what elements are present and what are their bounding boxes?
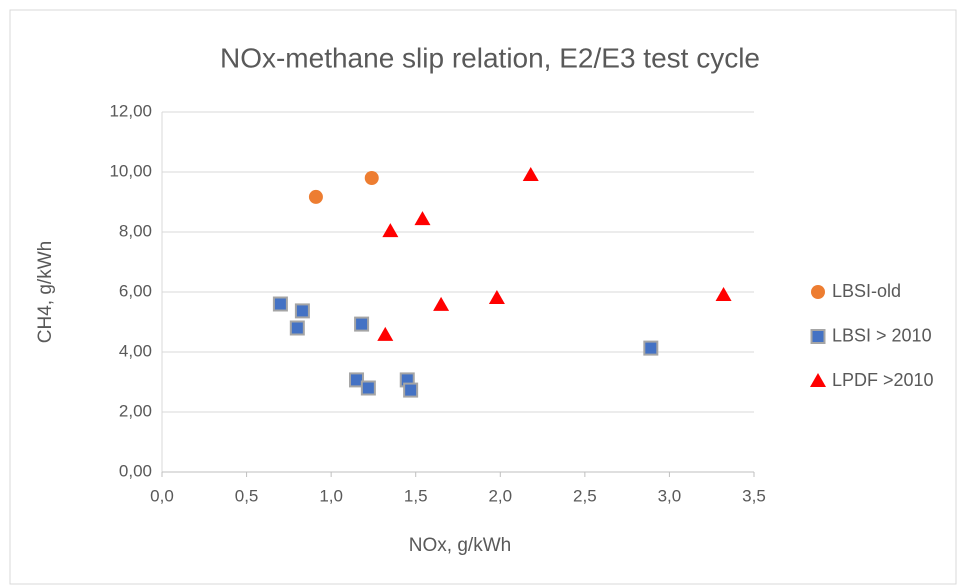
x-axis-label: NOx, g/kWh <box>409 535 511 556</box>
x-tick-label: 1,0 <box>319 486 343 505</box>
point <box>643 340 659 356</box>
point <box>382 223 399 238</box>
x-tick-label: 0,0 <box>150 486 174 505</box>
x-tick-label: 3,0 <box>658 486 682 505</box>
point <box>414 211 431 226</box>
y-tick-label: 12,00 <box>109 101 152 120</box>
point <box>433 296 450 311</box>
point <box>715 287 732 301</box>
x-tick-label: 2,5 <box>573 486 597 505</box>
legend-label: LPDF >2010 <box>832 370 934 390</box>
point <box>488 290 505 304</box>
x-tick-label: 3,5 <box>742 486 766 505</box>
point <box>354 316 370 332</box>
y-tick-label: 4,00 <box>119 341 152 360</box>
x-tick-label: 1,5 <box>404 486 428 505</box>
point <box>349 372 365 388</box>
point <box>308 189 323 204</box>
x-tick-label: 0,5 <box>235 486 259 505</box>
y-tick-label: 8,00 <box>119 221 152 240</box>
point <box>364 171 379 185</box>
legend-label: LBSI > 2010 <box>832 325 932 345</box>
legend-marker <box>811 285 825 299</box>
legend-label: LBSI-old <box>832 281 901 301</box>
point <box>294 303 310 319</box>
y-tick-label: 6,00 <box>119 281 152 300</box>
chart-border <box>9 9 957 585</box>
chart-title: NOx-methane slip relation, E2/E3 test cy… <box>220 42 760 73</box>
y-tick-label: 2,00 <box>119 401 152 420</box>
y-tick-label: 10,00 <box>109 161 152 180</box>
y-tick-label: 0,00 <box>119 461 152 480</box>
point <box>272 296 288 312</box>
legend-marker <box>810 373 826 387</box>
point <box>522 167 539 181</box>
legend-marker <box>810 329 826 344</box>
point <box>360 380 376 396</box>
point <box>403 382 419 398</box>
point <box>289 320 305 336</box>
y-axis-label: CH4, g/kWh <box>35 241 56 343</box>
x-tick-label: 2,0 <box>488 486 512 505</box>
point <box>377 326 394 341</box>
